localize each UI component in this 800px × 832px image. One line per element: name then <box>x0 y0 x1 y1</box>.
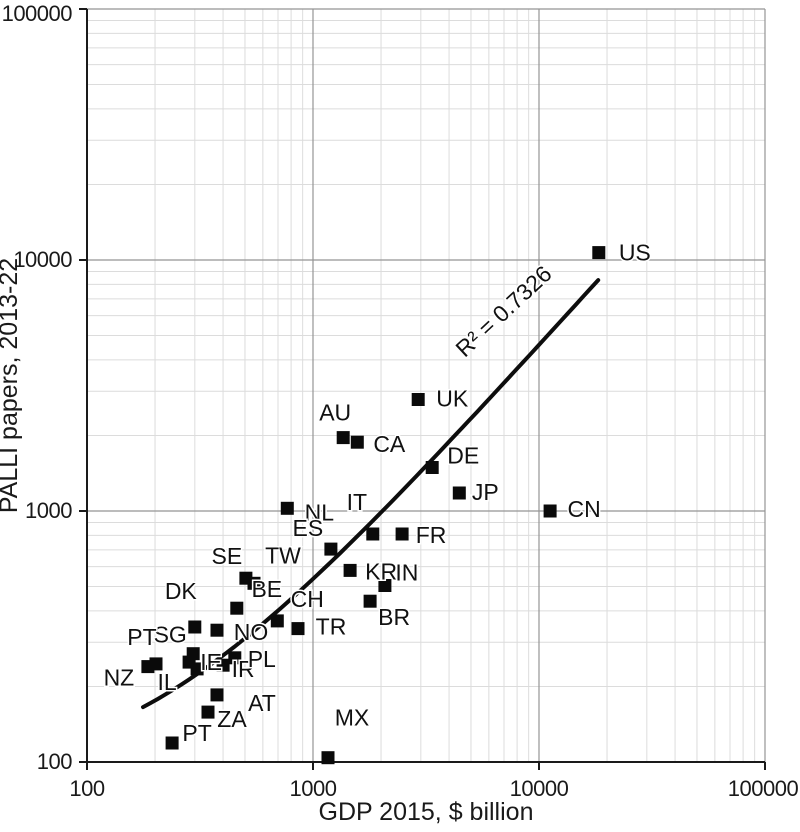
data-point-FR <box>395 527 409 541</box>
axis-titles: GDP 2015, $ billion PALLI papers, 2013-22 <box>0 258 533 826</box>
point-label-FR: FR <box>416 522 447 548</box>
data-point-US <box>592 246 606 260</box>
regression-line <box>141 278 601 710</box>
data-point-IT <box>366 527 380 541</box>
data-point-JP <box>452 486 466 500</box>
trendline: R² = 0.7326 <box>141 259 601 710</box>
point-label-NO: NO <box>234 619 269 645</box>
point-label-IT: IT <box>347 489 367 515</box>
point-label-PT-2: PT <box>182 720 211 746</box>
data-point-IN <box>378 579 392 592</box>
data-point-TR <box>291 622 305 636</box>
x-tick-label-100000: 100000 <box>728 776 799 801</box>
data-point-AU <box>336 431 350 445</box>
point-label-DK: DK <box>165 578 198 604</box>
data-points <box>141 246 606 765</box>
point-label-ES: ES <box>293 515 324 541</box>
data-point-PL <box>228 651 242 665</box>
point-label-KR: KR <box>365 558 397 584</box>
point-label-CH: CH <box>291 586 324 612</box>
data-point-PT-2 <box>165 736 179 750</box>
data-point-CN <box>543 504 557 518</box>
data-point-NL <box>280 501 294 515</box>
point-label-NL: NL <box>305 499 335 525</box>
point-label-AU: AU <box>319 400 351 426</box>
point-label-IE: IE <box>200 649 222 675</box>
x-tick-label-1000: 1000 <box>290 776 337 801</box>
y-tick-label-100000: 100000 <box>2 1 73 26</box>
point-label-MX: MX <box>335 705 370 731</box>
data-point-IR <box>216 658 230 672</box>
point-label-CN: CN <box>567 496 600 522</box>
data-point-UK <box>411 393 425 406</box>
point-label-ZA: ZA <box>217 706 247 732</box>
data-point-CA <box>350 435 364 449</box>
data-point-ZA <box>201 705 215 719</box>
y-tick-label-100: 100 <box>37 749 72 774</box>
data-point-BR <box>363 594 377 608</box>
point-label-AT: AT <box>248 690 276 716</box>
data-point-TW <box>247 576 261 590</box>
data-point-IE <box>190 662 204 676</box>
point-label-PT: PT <box>127 624 156 650</box>
point-label-IN: IN <box>395 560 418 586</box>
axis-tick-labels: 100 1000 10000 100000 100 1000 10000 100000 <box>2 1 799 801</box>
data-point-KR <box>343 563 357 577</box>
data-point-DE <box>425 461 439 474</box>
point-label-NZ: NZ <box>104 665 135 691</box>
y-tick-label-10000: 10000 <box>13 247 72 272</box>
data-point-MX <box>321 751 335 765</box>
point-label-SE: SE <box>212 543 243 569</box>
point-label-TW: TW <box>265 542 301 568</box>
data-point-PT <box>149 657 163 671</box>
y-axis-title: PALLI papers, 2013-22 <box>0 258 23 513</box>
point-label-SG: SG <box>154 622 187 648</box>
data-point-BE <box>230 601 244 615</box>
y-tick-label-1000: 1000 <box>25 498 72 523</box>
data-point-NO <box>210 623 224 637</box>
data-point-AT <box>210 688 224 702</box>
point-label-IL: IL <box>158 669 177 695</box>
x-axis-title: GDP 2015, $ billion <box>319 798 534 826</box>
point-label-JP: JP <box>472 479 499 505</box>
point-label-BE: BE <box>251 576 282 602</box>
point-label-DE: DE <box>447 443 479 469</box>
point-label-US: US <box>619 240 651 266</box>
point-label-BR: BR <box>378 604 410 630</box>
point-label-CA: CA <box>373 431 406 457</box>
data-point-CH <box>270 614 284 628</box>
point-label-IR: IR <box>232 656 255 682</box>
x-tick-label-10000: 10000 <box>510 776 569 801</box>
data-point-DK <box>188 620 202 634</box>
point-label-PL: PL <box>248 646 276 672</box>
major-gridlines <box>87 8 766 762</box>
axes <box>79 8 766 770</box>
point-label-UK: UK <box>436 386 469 412</box>
x-tick-label-100: 100 <box>69 776 104 801</box>
minor-gridlines <box>87 9 765 762</box>
data-point-ES <box>324 542 338 556</box>
point-label-TR: TR <box>316 614 347 640</box>
